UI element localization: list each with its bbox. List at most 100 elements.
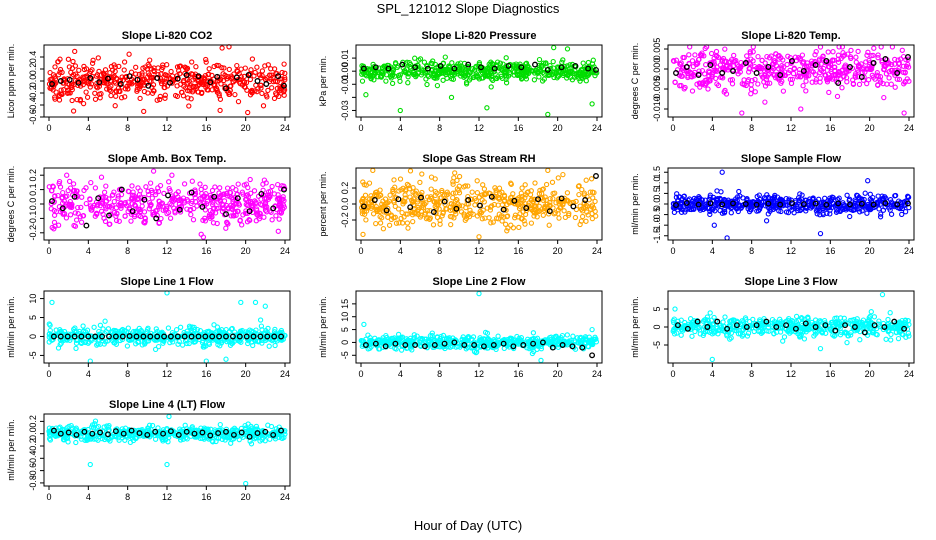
data-point bbox=[234, 68, 241, 75]
data-point bbox=[525, 69, 531, 75]
y-tick-label: 0.2 bbox=[28, 63, 38, 76]
data-point bbox=[867, 191, 873, 197]
data-point bbox=[806, 73, 812, 79]
data-point bbox=[95, 201, 101, 208]
x-tick-label: 8 bbox=[437, 246, 442, 256]
data-point bbox=[840, 50, 846, 56]
data-point bbox=[276, 209, 283, 215]
data-point bbox=[78, 204, 84, 211]
data-point bbox=[166, 179, 172, 185]
data-point bbox=[887, 310, 893, 316]
data-point bbox=[670, 58, 677, 64]
data-point bbox=[135, 206, 141, 212]
data-point bbox=[848, 55, 854, 62]
data-point bbox=[106, 87, 113, 93]
data-point bbox=[563, 67, 569, 74]
data-point bbox=[428, 186, 434, 192]
data-point bbox=[122, 213, 128, 219]
mean-point bbox=[214, 73, 221, 80]
data-point bbox=[234, 208, 241, 214]
data-point bbox=[241, 78, 247, 85]
data-point bbox=[756, 65, 762, 71]
data-point bbox=[113, 88, 119, 94]
x-tick-label: 4 bbox=[398, 246, 403, 256]
data-point bbox=[68, 83, 75, 89]
data-point bbox=[465, 68, 471, 75]
mean-point bbox=[812, 62, 819, 68]
data-point bbox=[55, 222, 62, 228]
x-tick-label: 0 bbox=[670, 123, 675, 133]
data-point bbox=[472, 202, 478, 208]
data-point bbox=[129, 192, 136, 198]
outlier-point bbox=[564, 46, 571, 52]
panel-title: Slope Line 3 Flow bbox=[745, 276, 838, 288]
data-point bbox=[727, 77, 734, 83]
data-point bbox=[462, 73, 468, 79]
data-point bbox=[547, 63, 553, 69]
data-point bbox=[699, 52, 705, 59]
x-tick-label: 0 bbox=[358, 369, 363, 379]
mean-point bbox=[719, 70, 726, 76]
y-tick-label: 0.005 bbox=[652, 38, 662, 61]
mean-point bbox=[589, 352, 596, 359]
data-point bbox=[576, 191, 582, 198]
data-point bbox=[882, 62, 888, 68]
data-point bbox=[801, 71, 807, 77]
data-point bbox=[205, 71, 211, 78]
data-point bbox=[759, 65, 765, 72]
y-tick-label: -5 bbox=[340, 351, 350, 359]
data-point bbox=[249, 87, 255, 94]
data-point bbox=[556, 215, 562, 221]
data-point bbox=[782, 72, 789, 79]
data-point bbox=[106, 221, 112, 227]
data-point bbox=[844, 339, 850, 346]
mean-point bbox=[765, 64, 772, 70]
data-point bbox=[188, 211, 194, 218]
mean-point bbox=[154, 75, 161, 81]
outlier-point bbox=[238, 299, 244, 306]
data-point bbox=[417, 179, 423, 186]
data-point bbox=[847, 213, 853, 220]
data-point bbox=[562, 214, 569, 221]
outlier-point bbox=[70, 108, 77, 114]
data-point bbox=[765, 67, 772, 73]
data-point bbox=[474, 190, 481, 196]
data-point bbox=[75, 204, 81, 211]
data-point bbox=[164, 76, 170, 82]
data-point bbox=[729, 81, 736, 87]
data-point bbox=[83, 89, 89, 95]
scatter-points bbox=[358, 290, 600, 364]
x-tick-label: 12 bbox=[786, 246, 796, 256]
mean-point bbox=[593, 66, 599, 73]
data-point bbox=[888, 211, 895, 217]
data-point bbox=[216, 93, 222, 99]
data-point bbox=[135, 185, 141, 191]
data-point bbox=[772, 59, 778, 66]
data-point bbox=[380, 226, 387, 232]
x-tick-label: 0 bbox=[358, 246, 363, 256]
x-tick-label: 12 bbox=[162, 123, 172, 133]
data-point bbox=[90, 57, 96, 63]
data-point bbox=[510, 225, 517, 231]
mean-point bbox=[544, 66, 551, 73]
data-point bbox=[92, 90, 98, 96]
data-point bbox=[499, 202, 506, 208]
data-point bbox=[106, 85, 112, 91]
y-tick-label: 0.0 bbox=[28, 198, 38, 211]
data-point bbox=[386, 222, 393, 228]
y-tick-label: 0.0 bbox=[28, 75, 38, 88]
data-point bbox=[187, 82, 194, 88]
data-point bbox=[377, 220, 384, 226]
data-point bbox=[843, 75, 850, 81]
data-point bbox=[115, 195, 121, 201]
x-tick-label: 16 bbox=[201, 123, 211, 133]
data-point bbox=[209, 214, 215, 220]
data-point bbox=[190, 217, 197, 223]
data-point bbox=[151, 65, 157, 71]
mean-point bbox=[105, 75, 111, 82]
data-point bbox=[542, 61, 548, 67]
data-point bbox=[764, 53, 770, 60]
outlier-point bbox=[360, 231, 366, 238]
data-point bbox=[275, 228, 281, 234]
data-point bbox=[154, 207, 160, 213]
